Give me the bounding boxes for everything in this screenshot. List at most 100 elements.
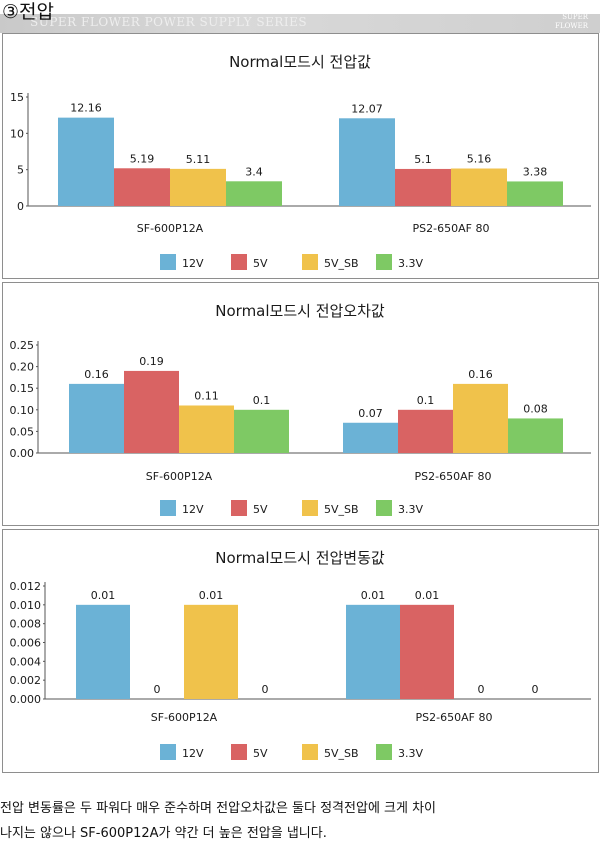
legend-label: 3.3V — [398, 503, 423, 516]
legend-label: 3.3V — [398, 747, 423, 760]
legend-label: 5V — [253, 503, 268, 516]
legend-swatch — [376, 744, 392, 760]
summary-line-1: 전압 변동률은 두 파워다 매우 준수하며 전압오차값은 둘다 정격전압에 크게… — [0, 801, 437, 816]
bar-5v — [398, 409, 453, 453]
data-label: 0.1 — [417, 394, 435, 407]
bar-33v — [508, 418, 563, 453]
bar-5v — [124, 370, 179, 453]
x-category-label: PS2-650AF 80 — [413, 222, 490, 235]
legend-swatch — [160, 254, 176, 270]
y-tick-label: 0.10 — [10, 404, 35, 417]
legend-label: 3.3V — [398, 257, 423, 270]
y-tick-label: 0.012 — [10, 580, 42, 593]
data-label: 5.11 — [186, 153, 211, 166]
bar-12v — [346, 604, 400, 699]
data-label: 0 — [154, 683, 161, 696]
data-label: 0.11 — [194, 389, 219, 402]
x-category-label: SF-600P12A — [146, 470, 213, 483]
x-category-label: PS2-650AF 80 — [416, 711, 493, 724]
y-tick-label: 15 — [10, 91, 24, 104]
bar-5v-sb — [184, 604, 238, 699]
chart-title: Normal모드시 전압값 — [229, 53, 371, 71]
data-label: 0.01 — [415, 589, 440, 602]
chart-voltage: Normal모드시 전압값 0 5 10 15 12.16 5.19 5.11 3.4 SF-60… — [10, 53, 591, 270]
y-tick-label: 0.000 — [10, 693, 42, 706]
bar-12v — [69, 383, 124, 453]
data-label: 3.4 — [245, 165, 263, 178]
bar-5v-sb — [170, 168, 226, 206]
legend-label: 5V — [253, 257, 268, 270]
legend-label: 5V_SB — [324, 503, 359, 516]
data-label: 0.19 — [139, 355, 164, 368]
y-tick-label: 0.006 — [10, 637, 42, 650]
data-label: 3.38 — [523, 165, 548, 178]
legend-swatch — [376, 500, 392, 516]
y-tick-label: 0.004 — [10, 655, 42, 668]
data-label: 5.16 — [467, 153, 492, 166]
x-category-label: SF-600P12A — [137, 222, 204, 235]
bar-5v — [395, 168, 451, 206]
chart-panel-voltage-variation: Normal모드시 전압변동값 0.000 0.002 0.004 0.006 0.008… — [2, 529, 599, 773]
y-tick-label: 0.25 — [10, 339, 35, 352]
legend-swatch — [160, 500, 176, 516]
brand-logo: SUPER FLOWER — [555, 13, 588, 30]
chart-panel-voltage: Normal모드시 전압값 0 5 10 15 12.16 5.19 5.11 3.4 SF-60… — [2, 33, 599, 279]
chart-voltage-variation: Normal모드시 전압변동값 0.000 0.002 0.004 0.006 0.008… — [10, 549, 591, 760]
chart-voltage-error: Normal모드시 전압오차값 0.00 0.05 0.10 0.15 0.20 0.25 0… — [10, 302, 591, 516]
section-header: SUPER FLOWER POWER SUPPLY SERIES SUPER F… — [0, 0, 600, 33]
y-tick-label: 5 — [17, 164, 24, 177]
bar-33v — [234, 409, 289, 453]
data-label: 0 — [262, 683, 269, 696]
legend-label: 12V — [182, 257, 204, 270]
legend-label: 12V — [182, 503, 204, 516]
legend-swatch — [302, 744, 318, 760]
legend-label: 5V_SB — [324, 747, 359, 760]
y-tick-label: 0.010 — [10, 599, 42, 612]
bar-5v — [114, 168, 170, 206]
legend-swatch — [302, 500, 318, 516]
bar-5v-sb — [451, 168, 507, 206]
bar-5v — [400, 604, 454, 699]
bar-33v — [507, 181, 563, 206]
y-tick-label: 0.008 — [10, 618, 42, 631]
data-label: 0.16 — [468, 368, 493, 381]
x-category-label: PS2-650AF 80 — [415, 470, 492, 483]
bar-33v — [226, 181, 282, 206]
data-label: 0.08 — [523, 402, 548, 415]
legend-label: 5V — [253, 747, 268, 760]
legend-swatch — [376, 254, 392, 270]
header-banner-strip — [0, 14, 600, 33]
data-label: 0.01 — [91, 589, 116, 602]
y-tick-label: 0.00 — [10, 447, 35, 460]
data-label: 12.07 — [351, 102, 383, 115]
data-label: 0.01 — [199, 589, 224, 602]
x-category-label: SF-600P12A — [151, 711, 218, 724]
y-tick-label: 0.002 — [10, 674, 42, 687]
legend-swatch — [160, 744, 176, 760]
summary-line-2: 나지는 않으나 SF-600P12A가 약간 더 높은 전압을 냅니다. — [0, 826, 327, 841]
data-label: 12.16 — [70, 102, 102, 115]
legend-label: 5V_SB — [324, 257, 359, 270]
legend-swatch — [231, 500, 247, 516]
bar-5v-sb — [453, 383, 508, 453]
y-tick-label: 0.20 — [10, 361, 35, 374]
y-tick-label: 10 — [10, 127, 24, 140]
data-label: 0.07 — [358, 407, 383, 420]
section-title: ③전압 — [2, 1, 54, 23]
legend-label: 12V — [182, 747, 204, 760]
data-label: 0 — [532, 683, 539, 696]
data-label: 0.01 — [361, 589, 386, 602]
data-label: 0.16 — [84, 368, 109, 381]
legend-swatch — [231, 744, 247, 760]
bar-12v — [339, 118, 395, 206]
bar-12v — [343, 422, 398, 453]
legend-swatch — [231, 254, 247, 270]
chart-panel-voltage-error: Normal모드시 전압오차값 0.00 0.05 0.10 0.15 0.20 0.25 0… — [2, 282, 599, 526]
y-tick-label: 0.05 — [10, 425, 35, 438]
y-tick-label: 0 — [17, 200, 24, 213]
data-label: 5.1 — [414, 153, 432, 166]
summary-paragraph: 전압 변동률은 두 파워다 매우 준수하며 전압오차값은 둘다 정격전압에 크게… — [0, 796, 600, 846]
data-label: 0 — [478, 683, 485, 696]
chart-title: Normal모드시 전압변동값 — [215, 549, 385, 567]
chart-title: Normal모드시 전압오차값 — [215, 302, 385, 320]
